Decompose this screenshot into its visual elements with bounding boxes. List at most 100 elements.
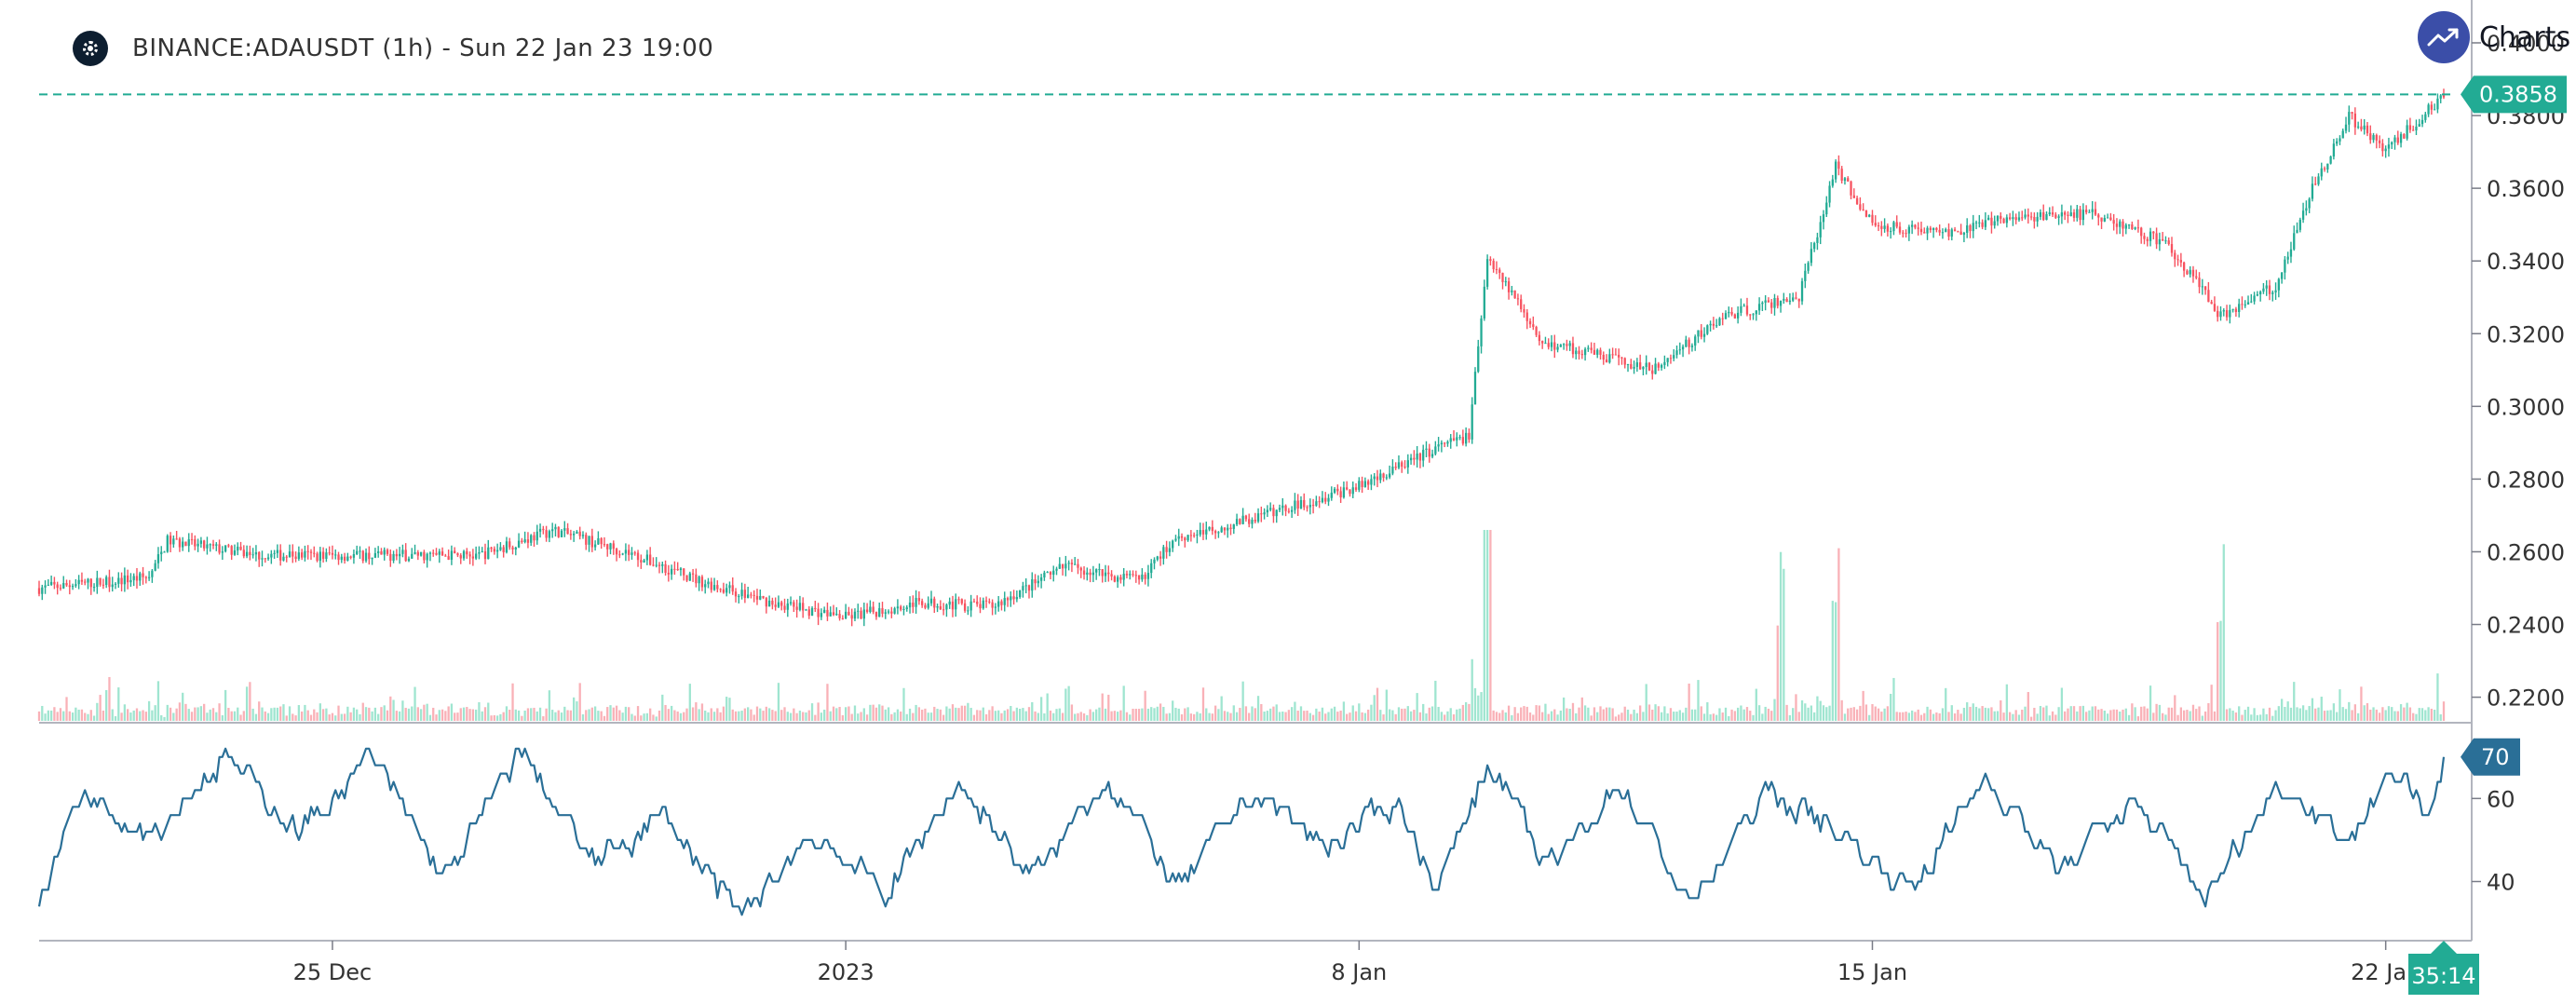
candle-body xyxy=(1837,161,1840,170)
candle-body xyxy=(1993,221,1996,226)
candle-body xyxy=(120,577,123,585)
volume-bar xyxy=(1260,703,1263,721)
candle-body xyxy=(505,541,508,552)
volume-bar xyxy=(2280,699,2284,721)
volume-bar xyxy=(679,712,683,721)
candle-body xyxy=(1263,512,1266,515)
volume-bar xyxy=(884,709,887,721)
volume-bar xyxy=(1773,699,1776,721)
candle-body xyxy=(691,573,695,575)
candle-body xyxy=(2027,214,2029,217)
volume-bar xyxy=(1749,711,1752,721)
volume-bar xyxy=(1642,712,1645,721)
volume-bar xyxy=(1871,704,1874,721)
volume-bar xyxy=(793,708,795,721)
candle-body xyxy=(698,577,700,584)
candle-body xyxy=(468,554,471,557)
volume-bar xyxy=(1220,696,1223,721)
candle-body xyxy=(1825,202,1828,215)
volume-bar xyxy=(2293,682,2296,721)
candle-body xyxy=(1745,305,1749,315)
volume-bar xyxy=(71,712,75,721)
candle-body xyxy=(2134,227,2136,229)
candle-body xyxy=(628,549,630,555)
candle-body xyxy=(245,551,249,557)
volume-bar xyxy=(197,707,199,721)
volume-bar xyxy=(695,702,698,721)
volume-bar xyxy=(521,715,523,721)
candle-body xyxy=(857,610,860,612)
candle-body xyxy=(258,551,261,560)
volume-bar xyxy=(1797,712,1800,721)
candle-body xyxy=(1843,178,1847,182)
candle-body xyxy=(1902,232,1905,234)
volume-bar xyxy=(2369,709,2372,721)
volume-bar xyxy=(151,710,154,721)
volume-bar xyxy=(1605,707,1608,721)
candle-body xyxy=(2054,214,2057,218)
candle-body xyxy=(2136,227,2140,229)
candle-body xyxy=(2109,217,2112,221)
candle-body xyxy=(578,531,581,536)
volume-bar xyxy=(963,705,967,721)
candle-body xyxy=(1767,300,1770,303)
candle-body xyxy=(1498,269,1501,273)
volume-bar xyxy=(423,704,426,721)
volume-bar xyxy=(1031,701,1034,721)
candle-body xyxy=(352,554,356,558)
candle-body xyxy=(636,552,640,561)
volume-bar xyxy=(371,711,373,721)
volume-bar xyxy=(691,707,695,721)
candle-body xyxy=(1361,481,1363,488)
candle-body xyxy=(2284,259,2286,273)
candle-body xyxy=(805,609,807,611)
volume-bar xyxy=(847,706,850,721)
candle-body xyxy=(2412,129,2415,131)
candle-body xyxy=(707,581,710,585)
candle-body xyxy=(1358,481,1361,490)
volume-bar xyxy=(2042,707,2045,721)
candle-body xyxy=(1370,479,1373,485)
volume-bar xyxy=(297,705,301,721)
candle-body xyxy=(1294,500,1296,510)
candle-body xyxy=(230,546,233,555)
volume-bar xyxy=(2250,714,2253,721)
volume-bar xyxy=(902,687,905,721)
volume-bar xyxy=(1150,707,1153,721)
cardano-logo-icon xyxy=(73,31,108,66)
volume-bar xyxy=(905,713,908,721)
candle-body xyxy=(1990,217,1993,226)
volume-bar xyxy=(1018,708,1022,721)
candle-body xyxy=(423,551,426,561)
candle-body xyxy=(1914,224,1917,228)
candle-body xyxy=(1287,510,1291,512)
volume-bar xyxy=(780,710,783,721)
candle-body xyxy=(2182,262,2186,271)
candle-body xyxy=(1895,222,1898,227)
volume-bar xyxy=(1880,712,1883,721)
volume-bar xyxy=(1566,708,1568,721)
candle-body xyxy=(172,538,175,545)
price-axis[interactable]: 0.22000.24000.26000.28000.30000.32000.34… xyxy=(2472,31,2565,712)
volume-bar xyxy=(2241,714,2244,721)
candle-body xyxy=(2298,219,2301,230)
time-axis[interactable]: 25 Dec 2023 8 Jan 15 Jan 22 Jan xyxy=(293,941,2421,985)
volume-bar xyxy=(817,702,820,721)
brand-watermark[interactable]: Charts p xyxy=(2418,9,2576,65)
candle-body xyxy=(976,601,979,604)
volume-bar xyxy=(640,715,643,721)
volume-bar xyxy=(1663,706,1666,721)
volume-bar xyxy=(147,700,151,721)
volume-bar xyxy=(194,707,197,721)
volume-bar xyxy=(1199,712,1201,721)
candle-body xyxy=(1492,261,1495,270)
volume-bar xyxy=(2434,710,2436,721)
volume-bar xyxy=(1776,625,1779,721)
volume-bar xyxy=(1477,695,1480,721)
volume-bar xyxy=(2005,684,2008,721)
volume-bar xyxy=(1825,707,1828,721)
candle-body xyxy=(2149,231,2152,241)
volume-bar xyxy=(2420,708,2424,721)
